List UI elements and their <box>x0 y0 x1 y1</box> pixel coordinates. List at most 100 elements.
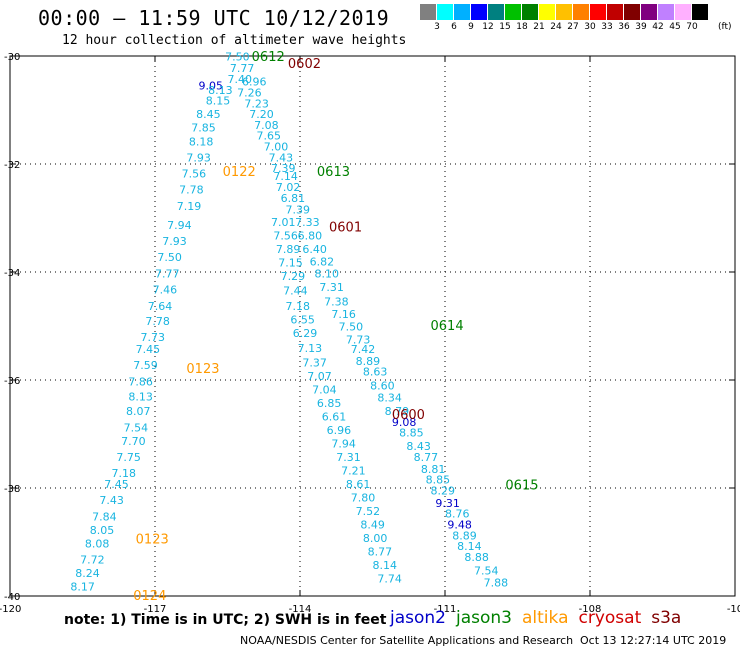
wave-height-value: 7.18 <box>286 300 311 313</box>
wave-height-value: 8.89 <box>452 529 477 542</box>
wave-height-value: 7.70 <box>121 435 145 448</box>
wave-height-value: 7.45 <box>136 343 161 356</box>
time-label: 0602 <box>288 57 321 72</box>
color-scale-swatch <box>539 4 556 20</box>
wave-height-value: 9.31 <box>435 497 460 510</box>
satellite-legend: jason2 jason3 altika cryosat s3a <box>390 608 691 628</box>
wave-height-value: 7.39 <box>271 162 296 175</box>
color-scale-swatch <box>488 4 505 20</box>
footer-note: note: 1) Time is in UTC; 2) SWH is in fe… <box>64 612 387 628</box>
wave-height-value: 7.45 <box>104 478 129 491</box>
wave-height-value: 9.08 <box>392 416 417 429</box>
x-tick-label: -117 <box>144 604 167 615</box>
color-scale-label: 36 <box>618 22 630 32</box>
wave-height-value: 8.00 <box>363 532 388 545</box>
wave-height-value: 7.78 <box>145 315 170 328</box>
wave-height-value: 6.61 <box>322 411 347 424</box>
color-scale-swatch <box>573 4 590 20</box>
wave-height-value: 7.04 <box>312 384 337 397</box>
legend-entry-s3a: s3a <box>651 608 682 628</box>
wave-height-value: 8.88 <box>464 551 489 564</box>
wave-height-value: 7.52 <box>356 505 381 518</box>
wave-height-value: 7.26 <box>237 87 262 100</box>
wave-height-value: 7.64 <box>148 300 173 313</box>
wave-height-value: 7.07 <box>307 370 332 383</box>
wave-height-value: 7.39 <box>286 204 311 217</box>
wave-height-value: 8.24 <box>75 567 100 580</box>
color-scale-label: 45 <box>669 22 681 32</box>
wave-height-value: 7.72 <box>80 554 105 567</box>
wave-height-value: 6.29 <box>293 327 318 340</box>
color-scale-label: 18 <box>516 22 528 32</box>
chart-title: 00:00 – 11:59 UTC 10/12/2019 <box>38 6 390 30</box>
color-scale-swatch <box>607 4 624 20</box>
wave-height-value: 7.88 <box>484 576 509 589</box>
time-label: 0612 <box>252 50 285 65</box>
time-label: 0600 <box>392 408 425 423</box>
wave-height-value: 8.29 <box>431 484 456 497</box>
wave-height-value: 9.48 <box>447 519 472 532</box>
color-scale-label: 12 <box>482 22 494 32</box>
wave-height-value: 8.61 <box>346 478 371 491</box>
wave-height-value: 8.14 <box>373 559 398 572</box>
wave-height-value: 8.10 <box>315 267 340 280</box>
wave-height-value: 7.65 <box>257 130 282 143</box>
wave-height-value: 8.60 <box>370 380 395 393</box>
wave-height-value: 8.13 <box>128 391 153 404</box>
wave-height-value: 7.43 <box>269 151 294 164</box>
time-label: 0615 <box>505 478 538 493</box>
wave-height-value: 7.14 <box>273 170 298 183</box>
wave-height-value: 7.54 <box>474 564 499 577</box>
wave-height-value: 7.20 <box>249 108 274 121</box>
wave-height-value: 8.89 <box>356 355 381 368</box>
color-scale-unit: (ft) <box>718 22 732 32</box>
color-scale-swatch <box>641 4 658 20</box>
wave-height-value: 7.00 <box>264 141 289 154</box>
wave-height-value: 6.80 <box>298 230 323 243</box>
y-tick-label: -40 <box>4 592 20 603</box>
wave-height-value: 6.55 <box>290 313 315 326</box>
wave-height-value: 7.73 <box>141 331 166 344</box>
wave-height-value: 8.77 <box>414 451 439 464</box>
color-scale-swatch <box>675 4 692 20</box>
wave-height-value: 9.05 <box>199 79 224 92</box>
wave-height-value: 8.77 <box>368 546 393 559</box>
wave-height-value: 7.42 <box>351 343 376 356</box>
footer-timestamp: Oct 13 12:27:14 UTC 2019 <box>580 634 727 647</box>
wave-height-value: 6.82 <box>310 256 335 269</box>
wave-height-value: 7.31 <box>336 451 361 464</box>
wave-height-value: 7.85 <box>191 122 216 135</box>
wave-height-value: 7.89 <box>276 243 301 256</box>
wave-height-value: 7.37 <box>302 357 327 370</box>
legend-entry-jason2: jason2 <box>390 608 446 628</box>
wave-height-value: 6.85 <box>317 397 342 410</box>
wave-height-value: 7.77 <box>155 267 180 280</box>
wave-height-value: 8.76 <box>445 508 470 521</box>
wave-height-value: 6.96 <box>327 424 352 437</box>
time-label: 0614 <box>431 319 464 334</box>
legend-entry-jason3: jason3 <box>456 608 512 628</box>
wave-height-value: 8.85 <box>426 474 451 487</box>
color-scale-swatch <box>471 4 488 20</box>
wave-height-value: 7.21 <box>341 465 366 478</box>
wave-height-value: 7.08 <box>254 119 278 132</box>
wave-height-value: 7.50 <box>339 320 364 333</box>
wave-height-value: 7.33 <box>295 216 320 229</box>
wave-height-value: 6.81 <box>281 192 306 205</box>
wave-height-value: 7.94 <box>167 219 192 232</box>
wave-height-value: 7.50 <box>225 50 250 63</box>
wave-height-value: 8.13 <box>208 84 233 97</box>
wave-height-value: 7.84 <box>92 510 117 523</box>
wave-height-value: 7.56 <box>182 168 207 181</box>
wave-height-value: 7.80 <box>351 492 376 505</box>
wave-height-value: 7.86 <box>128 375 153 388</box>
wave-height-value: 7.31 <box>319 281 344 294</box>
wave-height-value: 7.01 <box>271 216 296 229</box>
plot-frame <box>9 55 736 597</box>
wave-height-value: 8.05 <box>90 524 115 537</box>
wave-height-value: 7.46 <box>153 284 178 297</box>
wave-height-value: 6.96 <box>242 76 267 89</box>
color-scale-label: 70 <box>686 22 698 32</box>
wave-height-value: 8.49 <box>360 519 385 532</box>
